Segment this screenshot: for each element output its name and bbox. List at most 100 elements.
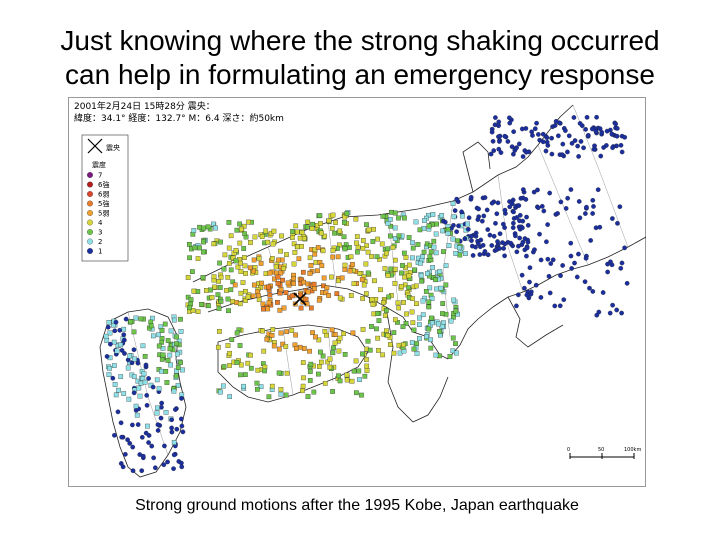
station-marker [478,237,484,243]
station-marker [482,249,488,254]
station-marker [537,231,542,237]
station-marker [428,249,434,255]
station-marker [262,368,267,374]
station-marker [174,351,180,357]
station-marker [468,194,474,200]
station-marker [301,236,307,241]
station-marker [414,351,420,356]
station-marker [381,300,386,305]
station-marker [531,189,537,195]
station-marker [215,344,221,350]
station-marker [208,287,213,293]
station-marker [118,342,124,348]
station-marker [365,249,371,255]
station-marker [104,354,110,359]
station-marker [152,465,158,471]
station-marker [354,390,359,396]
station-marker [169,417,175,423]
station-marker [385,333,391,338]
station-marker [123,451,128,457]
station-marker [335,254,341,260]
station-marker [156,332,161,338]
station-marker [195,309,201,315]
station-marker [180,367,185,373]
station-marker [107,330,113,336]
legend-label: 1 [98,248,102,256]
station-marker [433,277,438,283]
station-marker [591,146,597,152]
station-marker [179,464,185,470]
station-marker [234,360,240,365]
station-marker [309,226,315,231]
station-marker [187,241,192,247]
station-marker [238,362,244,368]
station-marker [243,372,248,377]
station-marker [203,288,209,293]
station-marker [466,215,472,221]
station-marker [225,343,231,348]
station-marker [364,291,369,296]
station-marker [583,127,588,132]
station-marker [454,350,459,356]
station-marker [289,328,295,333]
station-marker [301,375,306,381]
station-marker [174,334,179,340]
station-marker [450,236,456,242]
station-marker [334,291,340,297]
station-marker [558,199,564,205]
station-marker [520,225,525,231]
station-marker [326,293,331,298]
station-marker [190,308,196,313]
station-marker [417,322,422,327]
station-marker [507,204,513,210]
station-marker [420,298,426,304]
station-marker [212,284,217,290]
station-marker [565,149,570,155]
legend-swatch [87,172,93,178]
station-marker [267,270,273,276]
station-marker [583,255,589,261]
station-marker [299,244,304,249]
station-marker [418,260,423,266]
station-marker [379,241,385,247]
legend-label: 3 [98,229,102,237]
station-marker [491,233,497,239]
station-marker [385,273,391,278]
station-marker [600,290,606,295]
station-marker [544,135,550,141]
station-marker [524,245,530,251]
station-marker [342,262,348,268]
station-marker [565,195,571,201]
station-marker [330,212,336,218]
station-marker [588,238,594,243]
station-marker [577,121,583,126]
station-marker [366,227,372,233]
station-marker [280,341,286,347]
station-marker [261,348,267,354]
station-marker [312,251,318,257]
station-marker [327,364,333,370]
station-marker [350,262,355,267]
station-marker [112,328,118,334]
station-marker [206,303,211,309]
station-marker [566,133,572,139]
station-marker [491,148,497,153]
station-marker [165,358,171,363]
station-marker [322,328,328,334]
station-marker [254,380,260,386]
station-marker [290,229,295,234]
station-marker [261,306,266,312]
station-marker [237,240,243,246]
station-marker [493,115,498,120]
station-marker [361,282,367,288]
station-marker [584,204,589,210]
station-marker [342,246,348,252]
station-marker [578,139,584,144]
station-marker [137,393,143,399]
station-marker [243,271,248,276]
legend-swatch [87,238,93,245]
station-marker [391,330,397,335]
station-marker [549,151,555,157]
station-marker [278,248,283,254]
